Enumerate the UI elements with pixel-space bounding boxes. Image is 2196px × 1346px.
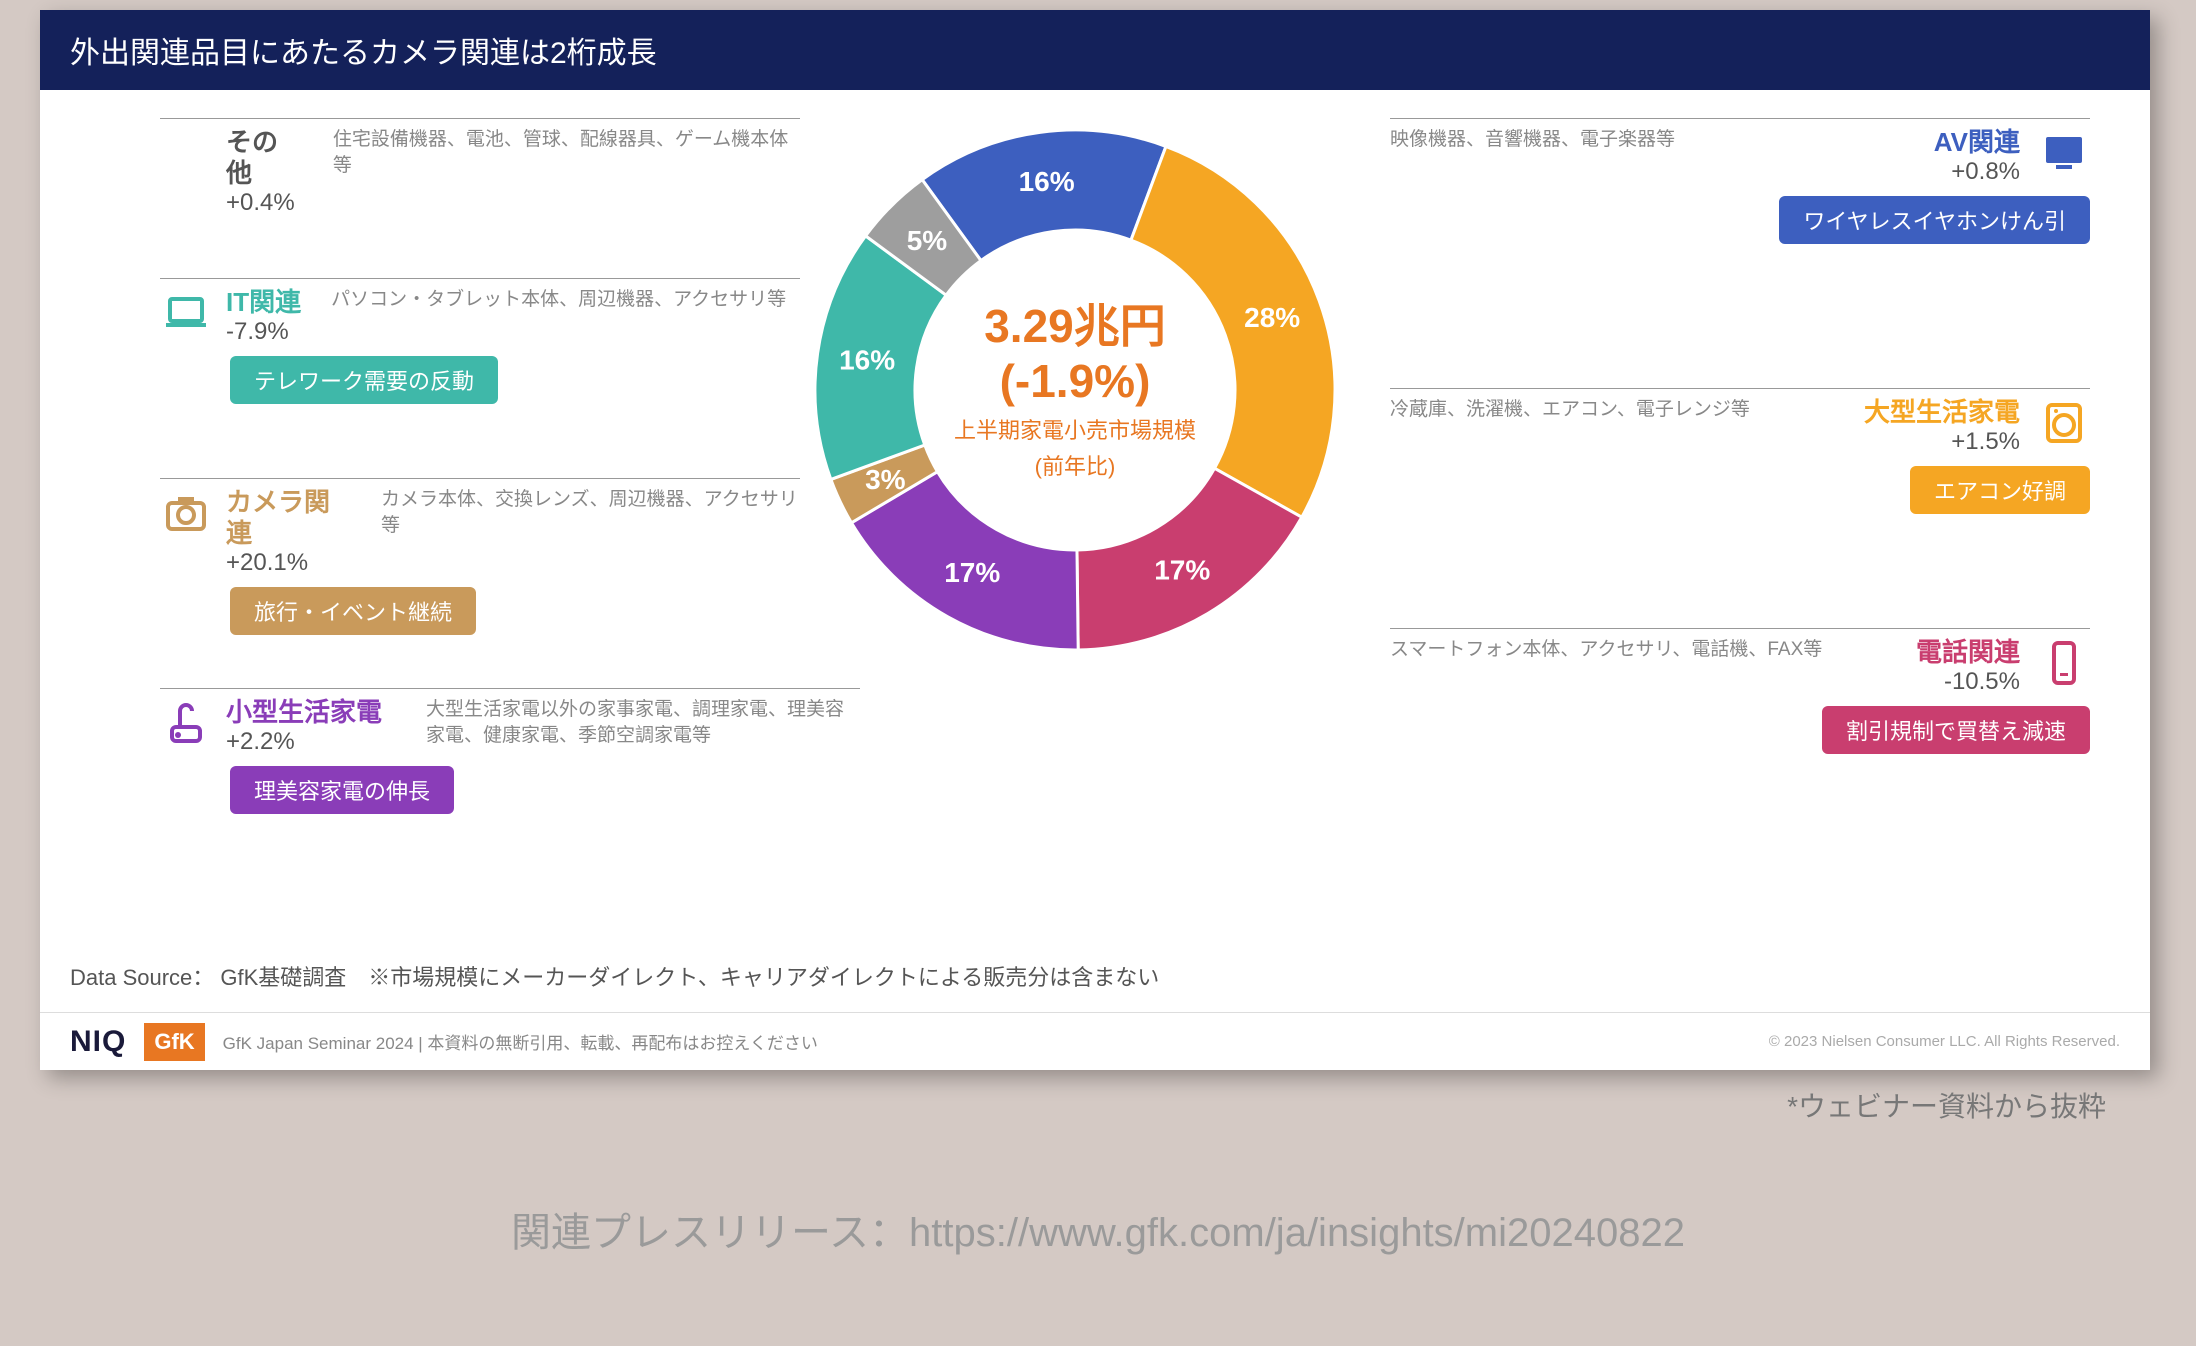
center-change: (-1.9%) xyxy=(954,354,1196,409)
cat-av: 映像機器、音響機器、電子楽器等 AV関連 +0.8% ワイヤレスイヤホンけん引 xyxy=(1390,110,2090,244)
footer-text: GfK Japan Seminar 2024 | 本資料の無断引用、転載、再配布… xyxy=(223,1029,818,1054)
webinar-note: *ウェビナー資料から抜粋 xyxy=(1787,1085,2106,1125)
washer-icon xyxy=(2038,397,2090,449)
it-desc: パソコン・タブレット本体、周辺機器、アクセサリ等 xyxy=(331,287,786,313)
donut-label-other: 5% xyxy=(907,225,948,256)
phone-desc: スマートフォン本体、アクセサリ、電話機、FAX等 xyxy=(1390,637,1898,663)
footer-copyright: © 2023 Nielsen Consumer LLC. All Rights … xyxy=(1769,1033,2120,1050)
large-badge: エアコン好調 xyxy=(1910,466,2090,514)
small-change: +2.2% xyxy=(226,728,396,756)
it-change: -7.9% xyxy=(226,318,301,346)
cat-camera: カメラ関連 +20.1% カメラ本体、交換レンズ、周辺機器、アクセサリ等 旅行・… xyxy=(160,470,800,635)
large-change: +1.5% xyxy=(1864,428,2020,456)
donut-label-camera: 3% xyxy=(865,464,906,495)
mixer-icon xyxy=(160,697,212,749)
laptop-icon xyxy=(160,287,212,339)
donut-label-phone: 17% xyxy=(1154,555,1210,586)
large-desc: 冷蔵庫、洗濯機、エアコン、電子レンジ等 xyxy=(1390,397,1846,423)
gfk-logo: GfK xyxy=(144,1023,204,1061)
cat-phone: スマートフォン本体、アクセサリ、電話機、FAX等 電話関連 -10.5% 割引規… xyxy=(1390,620,2090,754)
small-desc: 大型生活家電以外の家事家電、調理家電、理美容家電、健康家電、季節空調家電等 xyxy=(426,697,860,748)
slide: 外出関連品目にあたるカメラ関連は2桁成長 16% 28% 17% 17% 3% 16% 5%… xyxy=(40,10,2150,1070)
center-sub2: (前年比) xyxy=(954,449,1196,481)
smartphone-icon xyxy=(2038,637,2090,689)
press-release-link: 関連プレスリリース：https://www.gfk.com/ja/insight… xyxy=(0,1200,2196,1258)
cat-large: 冷蔵庫、洗濯機、エアコン、電子レンジ等 大型生活家電 +1.5% エアコン好調 xyxy=(1390,380,2090,514)
av-name: AV関連 xyxy=(1934,127,2020,158)
center-value: 3.29兆円 xyxy=(954,299,1196,354)
camera-change: +20.1% xyxy=(226,549,351,577)
slide-content: 16% 28% 17% 17% 3% 16% 5% 3.29兆円 (-1.9%) 上半期家電… xyxy=(40,90,2150,970)
data-source: Data Source： GfK基礎調査 ※市場規模にメーカーダイレクト、キャリ… xyxy=(70,960,1159,992)
donut-label-it: 16% xyxy=(839,344,895,375)
footer: NIQ GfK GfK Japan Seminar 2024 | 本資料の無断引… xyxy=(40,1012,2150,1070)
cat-it: IT関連 -7.9% パソコン・タブレット本体、周辺機器、アクセサリ等 テレワー… xyxy=(160,270,800,404)
center-sub1: 上半期家電小売市場規模 xyxy=(954,413,1196,445)
cat-other: その他 +0.4% 住宅設備機器、電池、管球、配線器具、ゲーム機本体等 xyxy=(160,110,800,217)
other-desc: 住宅設備機器、電池、管球、配線器具、ゲーム機本体等 xyxy=(333,127,800,178)
camera-icon xyxy=(160,487,212,539)
it-name: IT関連 xyxy=(226,287,301,318)
av-change: +0.8% xyxy=(1934,158,2020,186)
small-name: 小型生活家電 xyxy=(226,697,396,728)
camera-desc: カメラ本体、交換レンズ、周辺機器、アクセサリ等 xyxy=(381,487,800,538)
camera-name: カメラ関連 xyxy=(226,487,351,549)
phone-change: -10.5% xyxy=(1916,668,2020,696)
large-name: 大型生活家電 xyxy=(1864,397,2020,428)
other-change: +0.4% xyxy=(226,189,303,217)
phone-name: 電話関連 xyxy=(1916,637,2020,668)
av-badge: ワイヤレスイヤホンけん引 xyxy=(1779,196,2090,244)
small-badge: 理美容家電の伸長 xyxy=(230,766,454,814)
other-name: その他 xyxy=(226,127,303,189)
donut-label-av: 16% xyxy=(1019,166,1075,197)
phone-badge: 割引規制で買替え減速 xyxy=(1822,706,2090,754)
donut-label-small: 17% xyxy=(944,557,1000,588)
tv-icon xyxy=(2038,127,2090,179)
it-badge: テレワーク需要の反動 xyxy=(230,356,498,404)
camera-badge: 旅行・イベント継続 xyxy=(230,587,476,635)
donut-center: 3.29兆円 (-1.9%) 上半期家電小売市場規模 (前年比) xyxy=(954,299,1196,481)
av-desc: 映像機器、音響機器、電子楽器等 xyxy=(1390,127,1916,153)
donut-label-large: 28% xyxy=(1244,302,1300,333)
cat-small: 小型生活家電 +2.2% 大型生活家電以外の家事家電、調理家電、理美容家電、健康… xyxy=(160,680,860,814)
slide-title: 外出関連品目にあたるカメラ関連は2桁成長 xyxy=(40,10,2150,90)
donut-chart: 16% 28% 17% 17% 3% 16% 5% 3.29兆円 (-1.9%) 上半期家電… xyxy=(795,110,1355,670)
niq-logo: NIQ xyxy=(70,1025,126,1059)
